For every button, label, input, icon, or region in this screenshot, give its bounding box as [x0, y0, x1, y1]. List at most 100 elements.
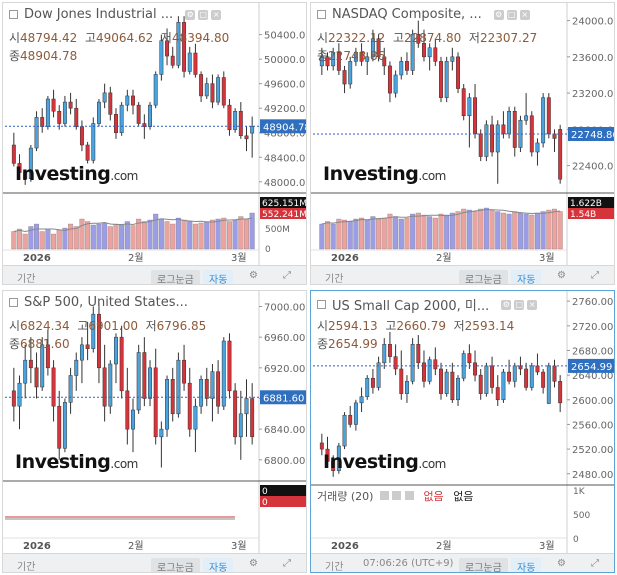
chart-title: S&P 500, United States... [24, 295, 188, 310]
candle-body [342, 414, 347, 447]
candle-body [79, 344, 84, 361]
settings-icon[interactable] [379, 491, 389, 500]
close-icon[interactable] [404, 491, 414, 500]
candle-body [79, 126, 84, 146]
period-button[interactable]: 기간 [17, 562, 36, 573]
volume-value-1: 없음 [423, 490, 444, 503]
volume-value-badge [260, 485, 306, 496]
candle-body [365, 377, 370, 397]
candle-body [74, 359, 79, 376]
y-tick-label: 23200.00 [572, 89, 615, 100]
volume-bar [158, 218, 164, 250]
candle-body [221, 77, 226, 106]
ohlc-row-1: 시22322.12 고22874.80 저22307.27 [317, 31, 538, 45]
collapse-icon[interactable] [317, 10, 326, 19]
gear-icon[interactable]: ⚙ [249, 558, 258, 569]
volume-bar [226, 221, 232, 250]
candle-body [427, 359, 432, 382]
x-tick-label: 2월 [128, 252, 144, 264]
candle-body [348, 414, 353, 425]
candle-body [546, 365, 551, 404]
log-scale-button[interactable]: 로그눈금 [151, 558, 200, 572]
candle-body [393, 356, 398, 370]
expand-icon[interactable]: ⤢ [283, 270, 291, 281]
auto-scale-button[interactable]: 자동 [203, 270, 234, 284]
chart-svg-dow[interactable]: 48000.00 48400.00 48800.00 49200.00 49600.00… [3, 3, 307, 285]
gear-icon[interactable]: ⚙ [557, 558, 566, 569]
collapse-icon[interactable] [317, 300, 326, 309]
y-tick-label: 50400.00 [264, 31, 307, 42]
maximize-icon[interactable]: □ [506, 9, 517, 20]
chart-svg-russell[interactable]: 2480.00 2520.00 2560.00 2600.00 2640.00 2680.… [311, 291, 615, 573]
y-tick-label: 2640.00 [572, 371, 613, 382]
y-tick-label: 2520.00 [572, 445, 613, 456]
volume-bar [364, 219, 370, 250]
auto-scale-button[interactable]: 자동 [511, 270, 542, 284]
log-scale-button[interactable]: 로그눈금 [459, 558, 508, 572]
volume-bar [517, 212, 523, 250]
gear-icon[interactable]: ⚙ [249, 270, 258, 281]
chart-panel-nasdaq[interactable]: 22400.0022800.0023200.0023600.0024000.00… [310, 2, 615, 285]
candle-body [108, 92, 113, 115]
period-button[interactable]: 기간 [17, 274, 36, 285]
settings-icon[interactable]: ⚙ [501, 299, 512, 310]
volume-bar [209, 219, 215, 250]
expand-icon[interactable]: ⤢ [591, 558, 599, 569]
volume-axis-label: 0 [573, 535, 579, 545]
candle-body [399, 368, 404, 394]
candle-body [97, 101, 101, 124]
candle-body [336, 52, 341, 71]
candle-body [233, 390, 238, 438]
close-icon[interactable]: × [519, 9, 530, 20]
volume-axis-label: 0 [265, 245, 271, 255]
maximize-icon[interactable]: □ [514, 299, 525, 310]
candle-body [176, 22, 181, 66]
period-button[interactable]: 기간 [325, 562, 344, 573]
x-tick-label: 2026 [23, 541, 51, 552]
candle-body [131, 95, 135, 106]
maximize-icon[interactable]: □ [198, 9, 209, 20]
candle-body [244, 135, 249, 140]
close-icon[interactable]: × [211, 9, 222, 20]
last-price-label: 48904.78 [263, 122, 307, 133]
chart-title: NASDAQ Composite, ... [332, 7, 482, 22]
volume-bar [381, 217, 387, 250]
candle-body [199, 74, 204, 97]
candle-body [370, 38, 375, 58]
log-scale-button[interactable]: 로그눈금 [459, 270, 508, 284]
y-tick-label: 24000.00 [572, 17, 615, 28]
volume-bar [444, 214, 450, 250]
volume-bar [325, 221, 330, 250]
log-scale-button[interactable]: 로그눈금 [151, 270, 200, 284]
expand-icon[interactable]: ⤢ [283, 558, 291, 569]
auto-scale-button[interactable]: 자동 [511, 558, 542, 572]
collapse-icon[interactable] [9, 10, 18, 19]
gear-icon[interactable]: ⚙ [557, 270, 566, 281]
chart-header: NASDAQ Composite, ... ⚙ □ × [317, 7, 530, 22]
volume-value-label: 0 [262, 487, 268, 497]
chart-panel-sp500[interactable]: 6800.006840.006880.006920.006960.007000.… [2, 290, 307, 573]
candle-body [461, 88, 466, 117]
candle-body [370, 377, 375, 388]
y-tick-label: 6920.00 [264, 364, 305, 375]
last-price-label: 2654.99 [571, 362, 612, 373]
chart-panel-russell[interactable]: 2480.00 2520.00 2560.00 2600.00 2640.00 2680.… [310, 290, 615, 573]
volume-value-badge [568, 197, 614, 208]
volume-bar [164, 221, 170, 250]
candle-body [51, 98, 56, 112]
maximize-icon[interactable] [392, 491, 402, 500]
collapse-icon[interactable] [9, 298, 18, 307]
expand-icon[interactable]: ⤢ [591, 270, 599, 281]
period-button[interactable]: 기간 [325, 274, 344, 285]
chart-svg-sp500[interactable]: 6800.006840.006880.006920.006960.007000.… [3, 291, 307, 573]
settings-icon[interactable]: ⚙ [493, 9, 504, 20]
close-icon[interactable]: × [527, 299, 538, 310]
volume-axis-label: 500 [573, 511, 590, 521]
candle-body [405, 381, 409, 394]
last-price-label: 6881.60 [263, 393, 304, 404]
settings-icon[interactable]: ⚙ [185, 9, 196, 20]
candle-body [51, 367, 56, 407]
auto-scale-button[interactable]: 자동 [203, 558, 234, 572]
chart-panel-dow[interactable]: 48000.00 48400.00 48800.00 49200.00 49600.00… [2, 2, 307, 285]
chart-svg-nasdaq[interactable]: 22400.0022800.0023200.0023600.0024000.00… [311, 3, 615, 285]
